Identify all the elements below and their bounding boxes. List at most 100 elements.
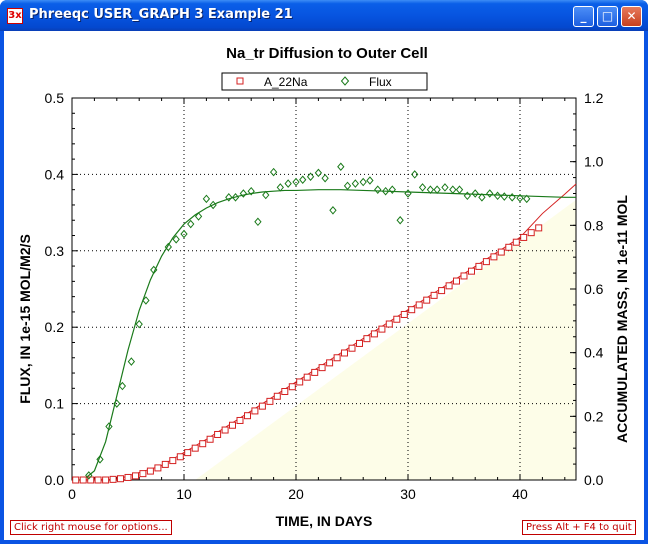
a22na-point [468,267,476,275]
flux-point [135,319,143,329]
flux-point [516,193,524,203]
flux-point [508,193,516,202]
y-tick-label: 0.1 [45,396,65,412]
flux-point [374,185,382,194]
a22na-point [452,277,460,285]
a22na-point [460,272,468,280]
flux-point [209,200,217,210]
flux-point [164,242,172,252]
flux-point [276,183,284,192]
a22na-point [408,306,416,314]
y-axis-label: FLUX, IN 1e-15 MOL/M2/S [17,234,33,404]
flux-point [180,229,188,239]
a22na-point [445,282,453,290]
a22na-series [72,224,543,484]
a22na-point [333,354,341,362]
flux-point [359,177,367,187]
y-tick-label: 0.2 [45,319,65,335]
a22na-point [109,475,117,483]
y2-tick-label: 0.0 [584,472,604,488]
a22na-point [102,476,110,484]
a22na-point [438,287,446,295]
flux-point [85,471,93,480]
a22na-point [87,476,95,484]
maximize-button[interactable]: □ [597,6,618,27]
flux-point [343,181,352,191]
chart: Na_tr Diffusion to Outer Cell A_22Na Flu… [17,45,630,529]
legend: A_22Na Flux [221,72,428,91]
flux-point [96,455,104,464]
graph-area[interactable]: Na_tr Diffusion to Outer Cell A_22Na Flu… [4,31,644,540]
legend-box [221,72,428,91]
legend-marker-a22na [236,77,244,85]
a22na-point [273,392,281,400]
y2-axis-label: ACCUMULATED MASS, IN 1e-11 MOL [614,195,630,443]
a22na-point [527,229,535,237]
flux-point [486,189,494,198]
y2-tick-labels: 0.0 0.2 0.4 0.6 0.8 1.0 1.2 [584,90,604,488]
y2-tick-label: 1.0 [584,154,604,170]
a22na-point [184,449,192,457]
a22na-point [236,416,244,424]
title-bar[interactable]: 3x Phreeqc USER_GRAPH 3 Example 21 _ □ ✕ [0,0,648,31]
chart-title: Na_tr Diffusion to Outer Cell [226,45,428,62]
a22na-point [288,383,296,391]
a22na-point [214,430,222,438]
a22na-point [221,426,229,434]
close-button[interactable]: ✕ [621,6,642,27]
flux-point [396,215,404,225]
flux-point [292,177,300,187]
a22na-point [363,335,371,343]
a22na-point [303,373,311,381]
y-tick-labels: 0.0 0.1 0.2 0.3 0.4 0.5 [45,90,65,488]
options-hint[interactable]: Click right mouse for options... [10,520,172,535]
flux-point [239,189,248,198]
a22na-point [176,453,184,461]
flux-series [85,162,531,480]
a22na-point [400,310,408,318]
a22na-point [191,444,199,452]
flux-point [411,170,419,179]
a22na-point [206,435,214,443]
x-tick-label: 30 [400,486,416,502]
y2-tick-label: 0.4 [584,345,604,361]
x-axis-label: TIME, IN DAYS [276,513,373,529]
flux-point [269,167,278,177]
flux-point [225,193,233,202]
a22na-point [505,243,513,251]
y-tick-label: 0.0 [45,472,65,488]
app-icon[interactable]: 3x [7,8,23,24]
axes [71,97,577,481]
a22na-point [326,359,334,367]
a22na-point [199,440,207,448]
flux-point [523,194,531,204]
plot-frame [71,97,577,481]
flux-point [449,185,457,194]
y2-tick-label: 1.2 [584,90,604,106]
flux-point [118,381,127,391]
flux-point [463,191,472,201]
a22na-point [482,258,490,266]
a22na-point [497,248,505,256]
flux-point [142,296,150,305]
minimize-button[interactable]: _ [573,6,594,27]
a22na-point [430,291,438,299]
a22na-point [311,368,319,376]
flux-point [105,422,113,431]
flux-point [388,185,396,194]
flux-point [127,357,136,366]
a22na-point [475,262,483,270]
flux-point [194,212,203,221]
a22na-point [281,388,289,396]
flux-point [113,399,121,408]
grid-lines [72,98,576,480]
flux-point [314,168,323,178]
a22na-point [296,378,304,386]
a22na-point [512,238,520,246]
flux-point [150,265,158,275]
flux-point [471,189,479,198]
a22na-point [356,339,364,347]
x-tick-label: 20 [288,486,304,502]
a22na-point [94,476,102,484]
flux-point [433,185,441,194]
